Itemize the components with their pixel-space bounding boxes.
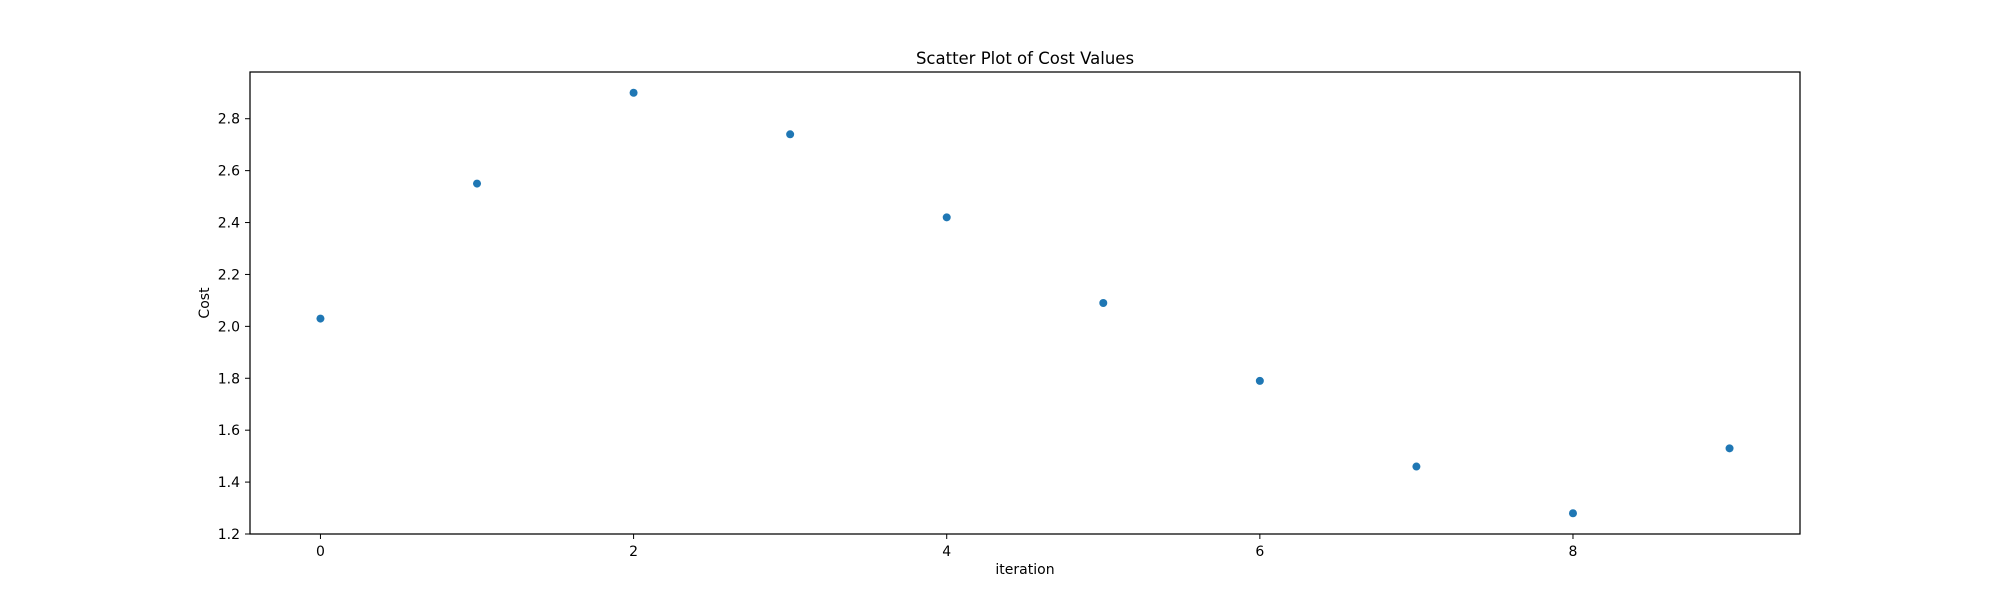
y-axis-ticks: 1.2 1.4 1.6 1.8 2.0 2.2 2.4 2.6 2.8 — [218, 112, 250, 543]
x-axis-label: iteration — [995, 562, 1054, 578]
x-tick-label: 4 — [942, 544, 951, 560]
y-tick-label: 1.2 — [218, 527, 240, 543]
data-point — [786, 130, 795, 139]
x-tick-label: 0 — [316, 544, 325, 560]
data-point — [316, 314, 325, 323]
data-point — [1725, 444, 1734, 453]
data-point — [942, 213, 951, 222]
y-axis-label: Cost — [197, 287, 213, 319]
y-tick-label: 1.8 — [218, 371, 240, 387]
y-tick-label: 1.6 — [218, 423, 240, 439]
y-tick-label: 2.0 — [218, 319, 240, 335]
x-tick-label: 6 — [1255, 544, 1264, 560]
data-point — [1099, 299, 1108, 307]
x-tick-label: 8 — [1569, 544, 1578, 560]
y-tick-label: 2.4 — [218, 216, 240, 232]
y-tick-label: 2.8 — [218, 112, 240, 128]
x-tick-label: 2 — [629, 544, 638, 560]
data-points — [316, 88, 1734, 518]
y-tick-label: 2.6 — [218, 164, 240, 180]
data-point — [1412, 462, 1421, 471]
chart-title: Scatter Plot of Cost Values — [916, 49, 1134, 68]
data-point — [1568, 509, 1577, 518]
y-tick-label: 2.2 — [218, 267, 240, 283]
data-point — [1255, 376, 1264, 385]
x-axis-ticks: 0 2 4 6 8 — [316, 534, 1577, 560]
y-tick-label: 1.4 — [218, 475, 240, 491]
data-point — [473, 179, 482, 188]
data-point — [629, 88, 638, 97]
plot-area-frame — [249, 71, 1801, 535]
